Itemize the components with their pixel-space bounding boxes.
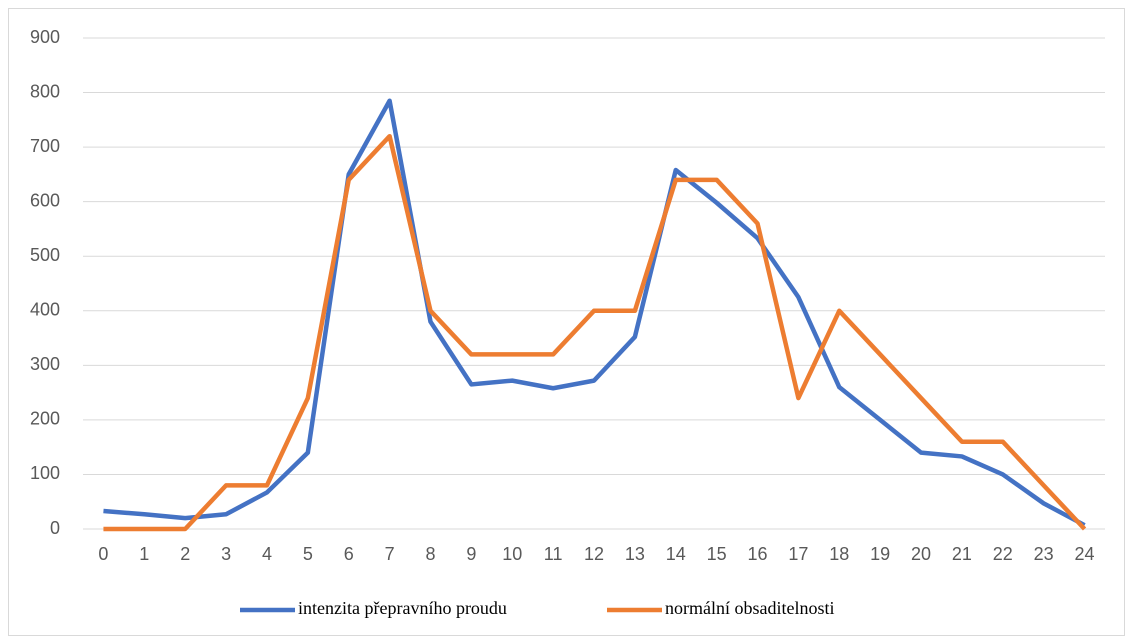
x-tick-label: 6 <box>344 544 354 564</box>
y-tick-label: 100 <box>30 463 60 483</box>
legend-label: intenzita přepravního proudu <box>298 598 507 618</box>
x-tick-label: 24 <box>1075 544 1095 564</box>
y-tick-label: 800 <box>30 81 60 101</box>
y-tick-label: 300 <box>30 354 60 374</box>
line-series <box>103 133 1087 532</box>
x-tick-label: 8 <box>425 544 435 564</box>
x-tick-label: 21 <box>952 544 972 564</box>
y-tick-label: 600 <box>30 190 60 210</box>
x-tick-label: 4 <box>262 544 272 564</box>
x-tick-label: 10 <box>502 544 522 564</box>
y-tick-label: 0 <box>50 518 60 538</box>
x-tick-label: 3 <box>221 544 231 564</box>
x-tick-label: 19 <box>870 544 890 564</box>
x-tick-label: 15 <box>707 544 727 564</box>
x-tick-label: 2 <box>180 544 190 564</box>
x-tick-label: 9 <box>466 544 476 564</box>
y-tick-label: 400 <box>30 300 60 320</box>
x-tick-label: 17 <box>788 544 808 564</box>
y-tick-label: 700 <box>30 136 60 156</box>
line-series <box>103 98 1086 528</box>
x-tick-label: 16 <box>748 544 768 564</box>
x-tick-label: 1 <box>139 544 149 564</box>
x-tick-label: 12 <box>584 544 604 564</box>
legend-label: normální obsaditelnosti <box>665 598 834 618</box>
y-tick-label: 200 <box>30 409 60 429</box>
x-tick-label: 7 <box>385 544 395 564</box>
x-tick-label: 11 <box>544 544 563 564</box>
y-tick-label: 500 <box>30 245 60 265</box>
chart-border <box>8 8 1125 636</box>
x-tick-label: 5 <box>303 544 313 564</box>
x-tick-label: 23 <box>1034 544 1054 564</box>
x-tick-label: 22 <box>993 544 1013 564</box>
y-tick-label: 900 <box>30 27 60 47</box>
x-tick-label: 18 <box>829 544 849 564</box>
x-tick-label: 20 <box>911 544 931 564</box>
x-tick-label: 14 <box>666 544 686 564</box>
x-tick-label: 0 <box>98 544 108 564</box>
x-tick-label: 13 <box>625 544 645 564</box>
